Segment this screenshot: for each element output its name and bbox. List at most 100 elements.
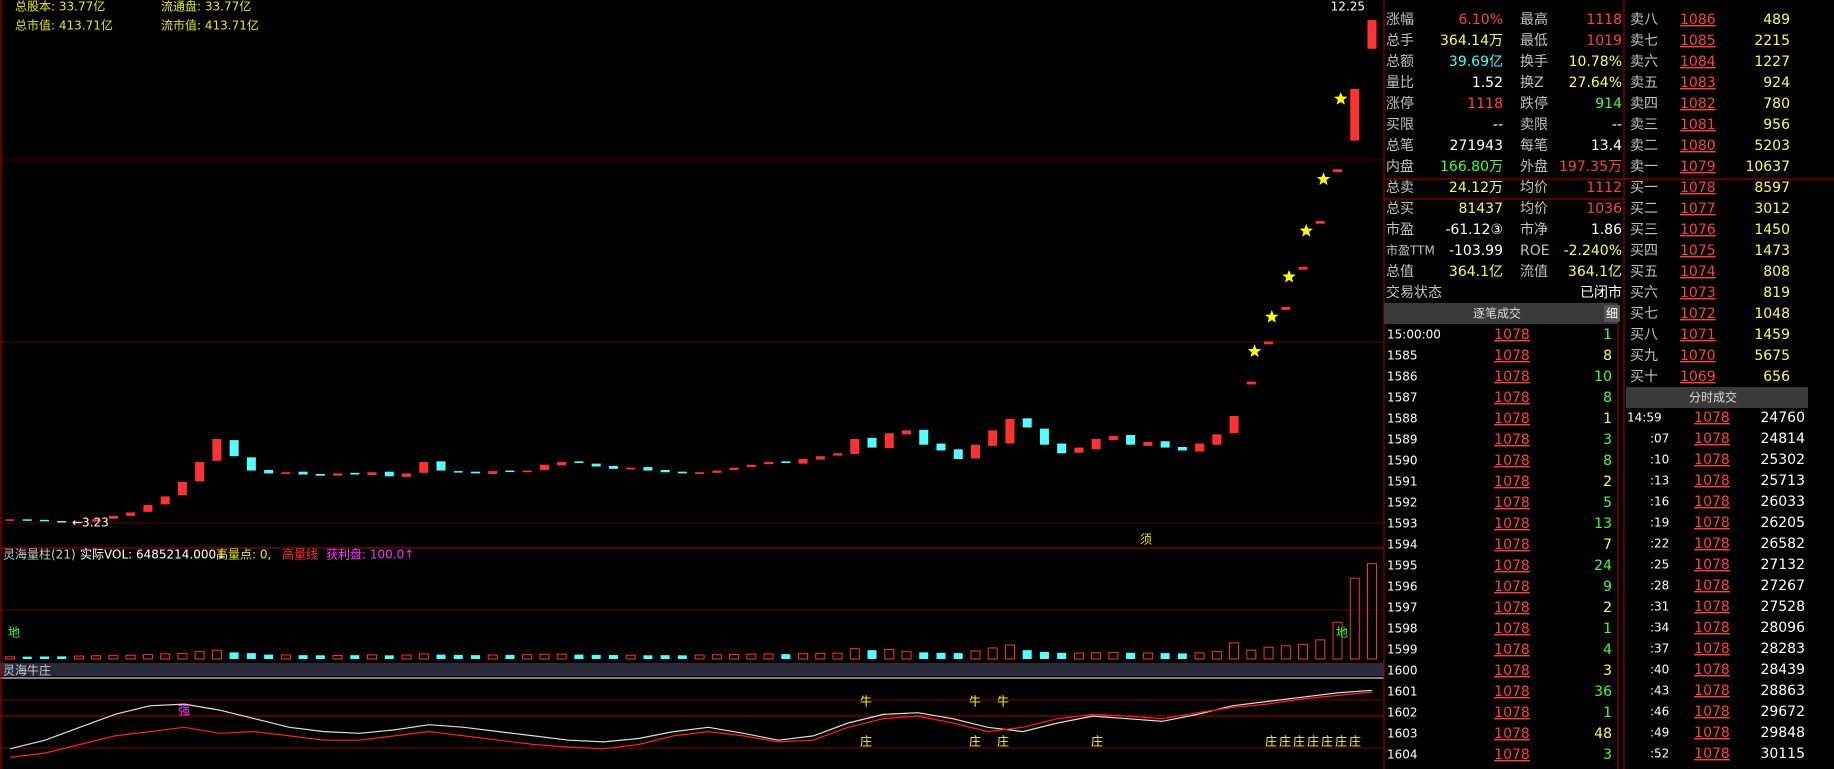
stat-value: -- (1493, 117, 1503, 133)
stat-label: 内盘 (1386, 158, 1414, 175)
candle (781, 461, 791, 464)
trade-time: 1586 (1387, 370, 1418, 384)
candle (298, 471, 308, 475)
stat-value: 81437 (1458, 201, 1503, 217)
stat-label: 均价 (1520, 201, 1548, 217)
trade-volume: 1 (1603, 621, 1612, 637)
minute-volume: 27267 (1760, 578, 1805, 594)
volume-bar (798, 653, 809, 660)
order-label: 买一 (1630, 180, 1658, 196)
order-label: 卖四 (1630, 96, 1658, 112)
candle (470, 471, 480, 474)
trade-price: 1078 (1494, 621, 1530, 637)
minute-time: :43 (1650, 684, 1669, 698)
volume-bar (246, 653, 256, 659)
volume-bar (229, 652, 239, 659)
trade-time: 1587 (1387, 391, 1418, 405)
stat-label: 外盘 (1520, 158, 1548, 175)
volume-bar (574, 654, 584, 659)
trade-time: 1590 (1387, 454, 1418, 468)
order-price: 1086 (1680, 12, 1716, 28)
volume-bar (1315, 639, 1326, 660)
trade-volume: 8 (1603, 453, 1612, 469)
order-volume: 924 (1763, 75, 1790, 91)
volume-bar (1177, 653, 1187, 659)
candle (74, 521, 84, 524)
volume-bar (332, 654, 343, 660)
signal: 牛 (860, 694, 872, 709)
order-volume: 3012 (1754, 201, 1790, 217)
minute-volume: 28096 (1760, 620, 1805, 636)
detail-box[interactable] (1604, 305, 1620, 322)
signal: 庄 (997, 734, 1009, 749)
trade-price: 1078 (1494, 600, 1530, 616)
candle (1091, 438, 1101, 450)
stat-label: 总卖 (1386, 180, 1414, 196)
order-volume: 5203 (1754, 138, 1790, 154)
indicator-line (9, 691, 1373, 758)
volume-bar (1160, 653, 1170, 659)
trade-time: 1593 (1387, 517, 1418, 531)
stat-label: 市盈 (1386, 221, 1414, 238)
trade-price: 1078 (1494, 537, 1530, 553)
legend: 实际VOL: 6485214.000↓ (80, 547, 226, 562)
volume-bar (867, 650, 877, 659)
volume-bar (1039, 651, 1049, 659)
volume-bar (1332, 621, 1343, 660)
volume-bar (1073, 652, 1084, 660)
trade-time: 1594 (1387, 538, 1418, 552)
candle (833, 453, 843, 456)
order-volume: 1450 (1754, 222, 1790, 238)
volume-bar (643, 655, 653, 659)
candle (108, 515, 118, 519)
stat-value: 364.1亿 (1568, 264, 1622, 280)
volume-bar (987, 647, 998, 660)
trade-volume: 3 (1603, 432, 1612, 448)
low-label: ←3.23 (72, 516, 109, 530)
candle (505, 470, 515, 473)
trade-price: 1078 (1494, 495, 1530, 511)
order-label: 卖五 (1630, 75, 1658, 91)
volume-bar (970, 650, 981, 660)
signal: 庄 (860, 734, 872, 749)
order-volume: 819 (1763, 285, 1790, 301)
volume-bar (1194, 652, 1205, 660)
minute-volume: 25302 (1760, 452, 1805, 468)
minute-price: 1078 (1694, 557, 1730, 573)
order-volume: 8597 (1754, 180, 1790, 196)
indicator-title: 灵海牛庄 (3, 663, 51, 678)
signal: 庄 (1279, 734, 1291, 749)
order-volume: 1048 (1754, 306, 1790, 322)
stat-label: 市盈TTM (1386, 243, 1435, 258)
trade-price: 1078 (1494, 348, 1530, 364)
trade-volume: 2 (1603, 600, 1612, 616)
stat-value: 27.64% (1569, 75, 1622, 91)
candle (798, 459, 808, 464)
volume-bar (1263, 646, 1274, 660)
volume-bar (315, 655, 325, 659)
signal: 庄 (1293, 734, 1305, 749)
order-label: 卖一 (1630, 159, 1658, 175)
legend: 获利盘: 100.0↑ (326, 547, 414, 562)
volume-bar (1367, 563, 1377, 660)
stat-label: 流值 (1520, 264, 1548, 280)
star (1299, 223, 1313, 237)
stat-label: 总笔 (1386, 138, 1414, 154)
trade-volume: 3 (1603, 663, 1612, 679)
order-price: 1074 (1680, 264, 1716, 280)
stat-label: 涨停 (1386, 95, 1414, 112)
signal: 庄 (1335, 734, 1347, 749)
volume-bar (1349, 577, 1360, 660)
stat-label: 交易状态 (1386, 284, 1442, 301)
volume-bar (91, 655, 102, 660)
info: 总市值: 413.71亿 (15, 18, 113, 33)
detail[interactable]: 细 (1606, 307, 1618, 321)
volume-bar (901, 651, 912, 660)
minute-price: 1078 (1694, 473, 1730, 489)
order-price: 1072 (1680, 306, 1716, 322)
volume-bar (884, 648, 895, 660)
trade-price: 1078 (1494, 558, 1530, 574)
trade-volume: 3 (1603, 747, 1612, 763)
stat-value: 6.10% (1459, 12, 1503, 28)
order-label: 买十 (1630, 369, 1658, 385)
